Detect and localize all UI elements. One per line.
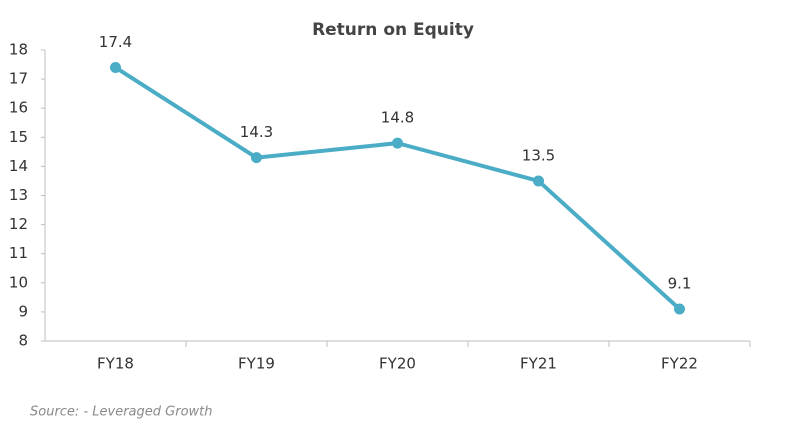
data-label: 14.3 bbox=[240, 123, 273, 141]
y-tick-label: 18 bbox=[9, 41, 28, 59]
y-tick-label: 13 bbox=[9, 186, 28, 204]
y-tick-label: 15 bbox=[9, 128, 28, 146]
x-tick-label: FY19 bbox=[238, 355, 275, 373]
source-note: Source: - Leveraged Growth bbox=[30, 405, 213, 420]
x-tick-label: FY18 bbox=[97, 355, 134, 373]
y-tick-label: 11 bbox=[9, 244, 28, 262]
x-tick-label: FY22 bbox=[661, 355, 698, 373]
data-point bbox=[674, 303, 685, 315]
data-point bbox=[533, 175, 544, 187]
y-tick-label: 10 bbox=[9, 273, 28, 291]
y-tick-label: 16 bbox=[9, 99, 28, 117]
series-line bbox=[114, 65, 681, 311]
data-label: 14.8 bbox=[381, 109, 414, 127]
data-label: 9.1 bbox=[668, 274, 692, 292]
y-tick-label: 9 bbox=[18, 302, 28, 320]
y-tick-label: 8 bbox=[18, 332, 28, 350]
y-tick-label: 12 bbox=[9, 215, 28, 233]
data-label: 17.4 bbox=[99, 33, 132, 51]
data-point bbox=[110, 61, 121, 73]
data-point bbox=[251, 152, 262, 164]
data-label: 13.5 bbox=[522, 146, 555, 164]
x-tick-label: FY21 bbox=[520, 355, 557, 373]
chart-title: Return on Equity bbox=[312, 20, 474, 40]
x-tick-label: FY20 bbox=[379, 355, 416, 373]
y-tick-label: 17 bbox=[9, 70, 28, 88]
data-point bbox=[392, 137, 403, 149]
y-tick-label: 14 bbox=[9, 157, 28, 175]
